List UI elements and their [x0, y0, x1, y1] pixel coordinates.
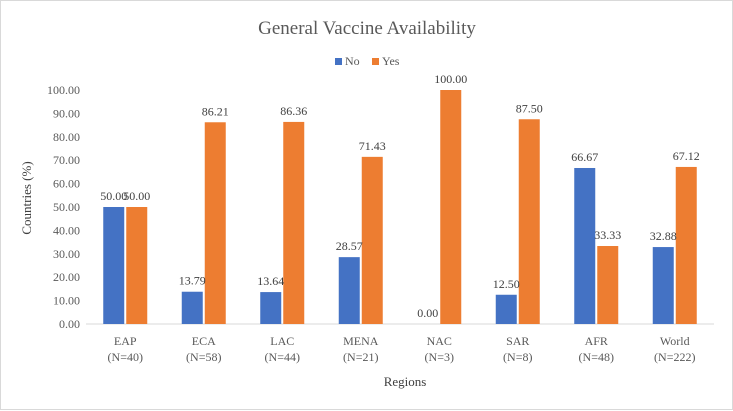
category-count-label: (N=44)	[265, 350, 300, 364]
y-tick-label: 90.00	[53, 106, 80, 120]
y-axis-ticks: 0.00 10.00 20.00 30.00 40.00 50.00 60.00 70.00 8…	[47, 83, 80, 331]
legend-label-yes: Yes	[382, 54, 400, 68]
bar-no-lac	[260, 292, 282, 324]
category-count-label: (N=21)	[343, 350, 378, 364]
data-label-yes-eap: 50.00	[123, 189, 150, 203]
data-label-yes-lac: 86.36	[280, 104, 307, 118]
bar-yes-mena	[361, 156, 383, 324]
bar-yes-lac	[283, 121, 305, 324]
category-count-label: (N=3)	[425, 350, 454, 364]
data-label-yes-world: 67.12	[673, 149, 700, 163]
data-label-no-mena: 28.57	[336, 239, 363, 253]
y-tick-label: 20.00	[53, 270, 80, 284]
y-tick-label: 0.00	[59, 317, 80, 331]
category-label: NAC	[427, 334, 452, 348]
y-tick-label: 40.00	[53, 223, 80, 237]
data-label-yes-sar: 87.50	[516, 101, 543, 115]
y-tick-label: 80.00	[53, 130, 80, 144]
category-count-label: (N=58)	[186, 350, 221, 364]
bars	[103, 90, 697, 324]
category-count-label: (N=40)	[108, 350, 143, 364]
category-labels: EAP (N=40) ECA (N=58) LAC (N=44) MENA (N=21) NAC…	[108, 334, 696, 364]
data-label-no-sar: 12.50	[493, 277, 520, 291]
data-label-no-nac: 0.00	[417, 306, 438, 320]
data-label-yes-eca: 86.21	[202, 104, 229, 118]
category-count-label: (N=222)	[654, 350, 695, 364]
data-label-no-lac: 13.64	[257, 274, 284, 288]
category-label: World	[660, 334, 690, 348]
data-label-yes-mena: 71.43	[359, 139, 386, 153]
bar-yes-eca	[204, 122, 226, 324]
bar-yes-nac	[440, 90, 462, 324]
y-tick-label: 60.00	[53, 177, 80, 191]
y-tick-label: 30.00	[53, 247, 80, 261]
bar-yes-eap	[126, 207, 148, 324]
category-label: EAP	[114, 334, 137, 348]
bar-yes-afr	[597, 246, 619, 324]
legend-swatch-yes	[372, 58, 379, 65]
chart-title: General Vaccine Availability	[258, 18, 476, 39]
category-label: ECA	[192, 334, 216, 348]
y-tick-label: 50.00	[53, 200, 80, 214]
data-label-no-afr: 66.67	[571, 150, 598, 164]
bar-no-eca	[181, 291, 203, 324]
category-label: SAR	[506, 334, 529, 348]
y-tick-label: 10.00	[53, 294, 80, 308]
category-count-label: (N=8)	[503, 350, 532, 364]
bar-no-mena	[338, 257, 360, 324]
y-tick-label: 100.00	[47, 83, 80, 97]
bar-no-world	[652, 247, 674, 324]
data-label-yes-afr: 33.33	[594, 228, 621, 242]
category-label: MENA	[343, 334, 379, 348]
legend-swatch-no	[335, 58, 342, 65]
data-label-no-eap: 50.00	[100, 189, 127, 203]
bar-no-eap	[103, 207, 125, 324]
legend-label-no: No	[345, 54, 360, 68]
legend: No Yes	[335, 54, 400, 68]
category-label: LAC	[270, 334, 294, 348]
data-label-no-world: 32.88	[650, 229, 677, 243]
y-axis-title: Countries (%)	[19, 161, 34, 234]
data-label-yes-nac: 100.00	[434, 72, 467, 86]
category-count-label: (N=48)	[579, 350, 614, 364]
category-label: AFR	[585, 334, 608, 348]
bar-no-afr	[574, 167, 596, 324]
bar-yes-world	[675, 166, 697, 324]
bar-no-sar	[495, 294, 517, 324]
data-label-no-eca: 13.79	[179, 274, 206, 288]
x-axis-title: Regions	[384, 374, 427, 389]
y-tick-label: 70.00	[53, 153, 80, 167]
bar-yes-sar	[518, 119, 540, 324]
